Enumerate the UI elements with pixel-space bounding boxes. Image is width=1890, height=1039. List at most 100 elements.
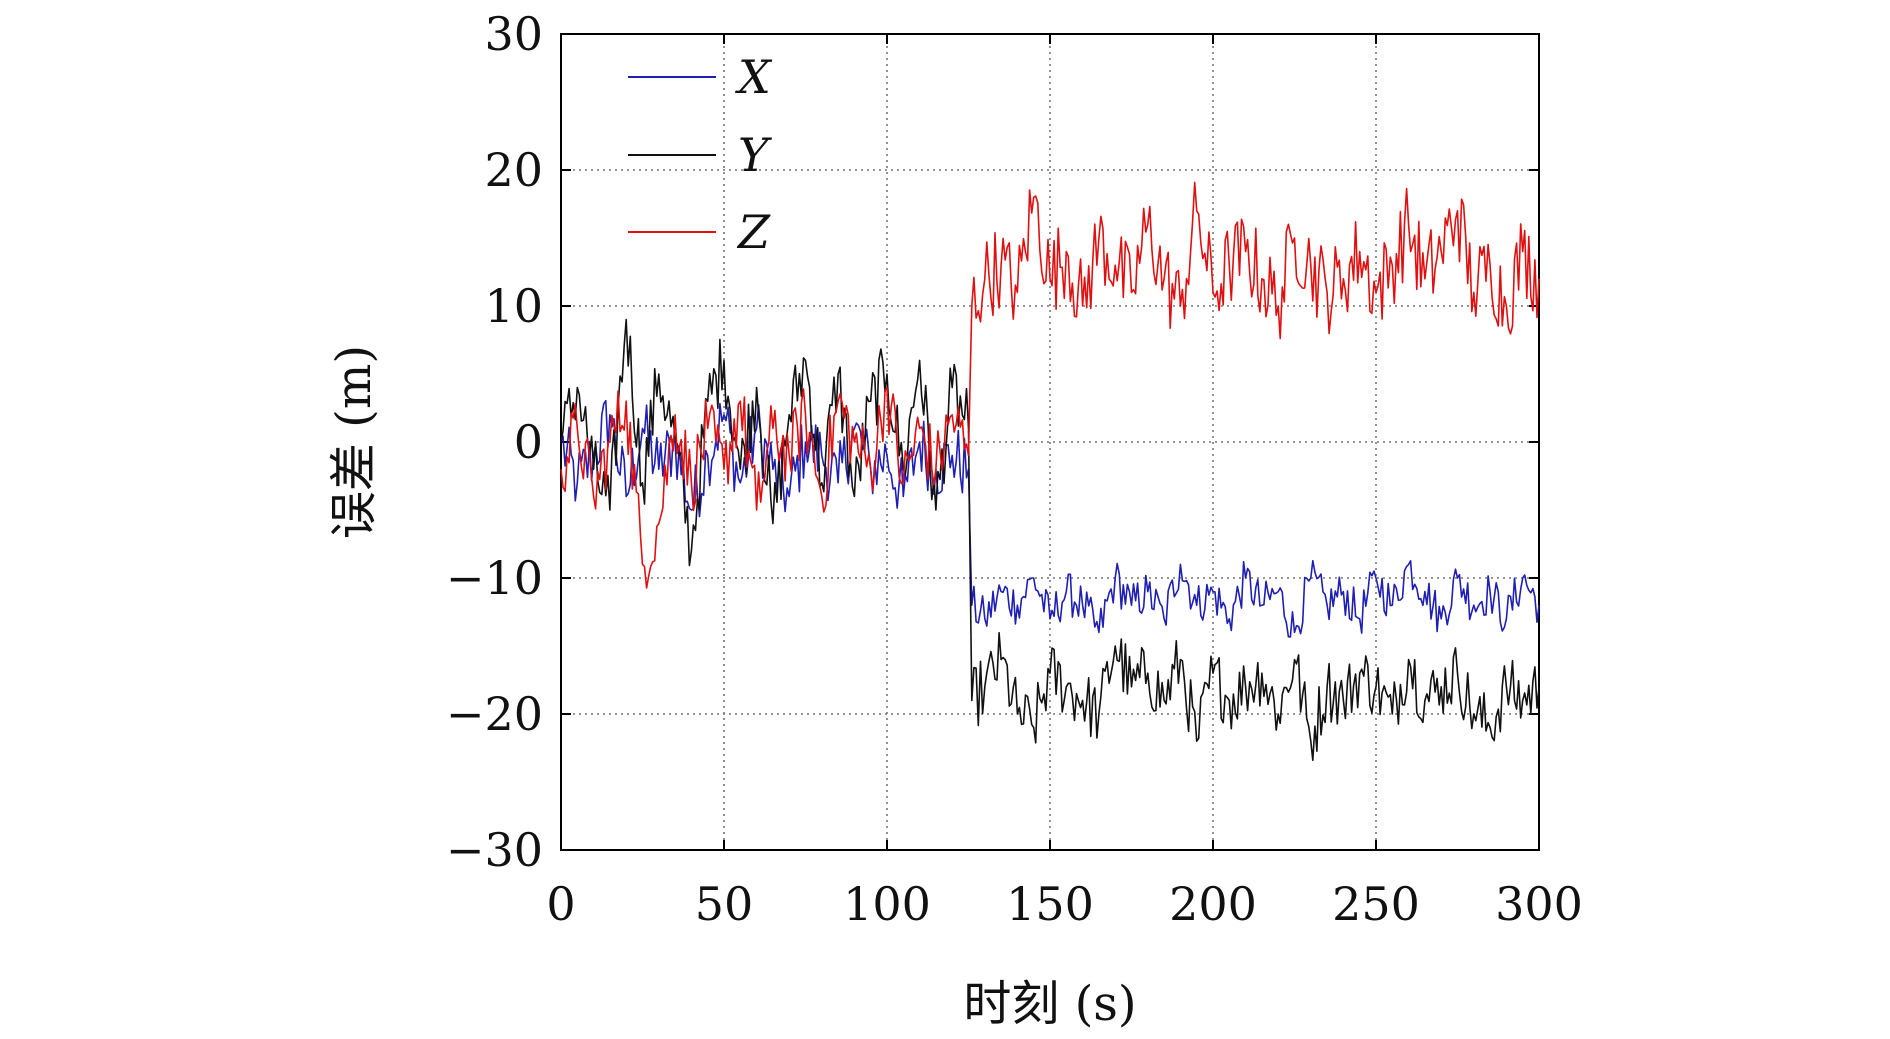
data-point-y-55 [1440,686,1442,688]
data-point-y-2 [593,468,595,470]
data-point-y-23 [935,509,937,511]
data-point-y-27 [984,686,986,688]
data-point-y-26 [971,699,973,701]
data-point-y-59 [1505,686,1507,688]
data-point-z-54 [1424,278,1426,280]
data-point-x-8 [690,509,692,511]
data-point-x-17 [837,482,839,484]
data-point-y-57 [1473,713,1475,715]
data-point-y-37 [1147,672,1149,674]
data-point-z-6 [658,523,660,525]
data-point-x-31 [1049,618,1051,620]
data-point-x-41 [1212,591,1214,593]
data-point-x-48 [1326,604,1328,606]
data-point-x-45 [1277,591,1279,593]
data-point-x-1 [576,482,578,484]
series-x [560,399,1540,638]
x-tick-label-1: 50 [695,877,754,931]
data-point-y-17 [837,373,839,375]
data-point-z-22 [919,427,921,429]
data-point-x-5 [642,427,644,429]
y-tick-label-1: −20 [446,687,543,741]
data-point-y-15 [805,359,807,361]
data-point-x-55 [1440,618,1442,620]
data-point-y-35 [1114,645,1116,647]
y-tick-label-3: 0 [514,415,543,469]
series-z [560,181,1540,589]
data-point-z-39 [1179,305,1181,307]
x-tick-label-0: 0 [546,877,575,931]
data-point-y-49 [1342,699,1344,701]
data-point-y-40 [1196,740,1198,742]
data-point-z-20 [886,387,888,389]
data-point-y-45 [1277,713,1279,715]
data-point-y-18 [853,495,855,497]
data-point-y-53 [1408,659,1410,661]
data-point-y-46 [1294,659,1296,661]
data-point-y-0 [560,441,562,443]
data-point-y-44 [1261,672,1263,674]
data-point-z-32 [1065,251,1067,253]
data-point-y-6 [658,373,660,375]
data-point-x-30 [1033,577,1035,579]
y-tick-label-0: −30 [446,823,543,877]
data-point-z-34 [1098,237,1100,239]
data-point-y-42 [1228,699,1230,701]
data-point-z-12 [756,509,758,511]
data-point-y-3 [609,509,611,511]
data-point-x-53 [1408,563,1410,565]
data-point-x-50 [1359,618,1361,620]
data-point-x-56 [1457,577,1459,579]
legend-label-y: Y [738,128,773,182]
data-point-z-36 [1131,291,1133,293]
data-point-x-40 [1196,604,1198,606]
data-point-z-41 [1212,291,1214,293]
data-point-y-51 [1375,686,1377,688]
data-point-x-27 [984,618,986,620]
data-point-y-12 [756,387,758,389]
data-point-z-46 [1294,237,1296,239]
y-tick-label-2: −10 [446,551,543,605]
data-point-z-33 [1082,305,1084,307]
data-point-y-22 [919,359,921,361]
legend: X Y Z [628,50,773,259]
data-point-y-29 [1016,713,1018,715]
data-point-y-36 [1131,686,1133,688]
data-point-y-5 [642,482,644,484]
data-point-x-24 [951,455,953,457]
data-point-x-22 [919,441,921,443]
x-tick-label-6: 300 [1495,877,1583,931]
data-point-z-21 [902,482,904,484]
data-point-x-20 [886,455,888,457]
data-point-z-13 [772,427,774,429]
data-point-z-55 [1440,251,1442,253]
data-point-y-47 [1310,740,1312,742]
data-point-y-33 [1082,699,1084,701]
data-point-z-8 [690,482,692,484]
data-point-x-57 [1473,604,1475,606]
data-point-y-60 [1522,699,1524,701]
data-point-z-18 [853,441,855,443]
data-point-y-56 [1457,672,1459,674]
data-point-x-38 [1163,618,1165,620]
data-point-x-21 [902,495,904,497]
data-point-x-43 [1245,577,1247,579]
data-point-x-14 [788,495,790,497]
data-point-z-11 [739,400,741,402]
data-point-z-59 [1505,305,1507,307]
data-point-z-53 [1408,223,1410,225]
data-point-x-32 [1065,591,1067,593]
data-point-z-26 [971,305,973,307]
data-point-x-4 [625,495,627,497]
data-point-z-60 [1522,251,1524,253]
data-point-x-12 [756,427,758,429]
data-point-x-3 [609,414,611,416]
data-point-x-34 [1098,631,1100,633]
data-point-y-10 [723,359,725,361]
grid-lines [561,34,1539,850]
data-point-y-50 [1359,672,1361,674]
data-point-z-10 [723,468,725,470]
data-point-y-31 [1049,672,1051,674]
tick-labels: 0 50 100 150 200 250 300 −30 −20 −10 0 10 20 30 [446,7,1583,931]
